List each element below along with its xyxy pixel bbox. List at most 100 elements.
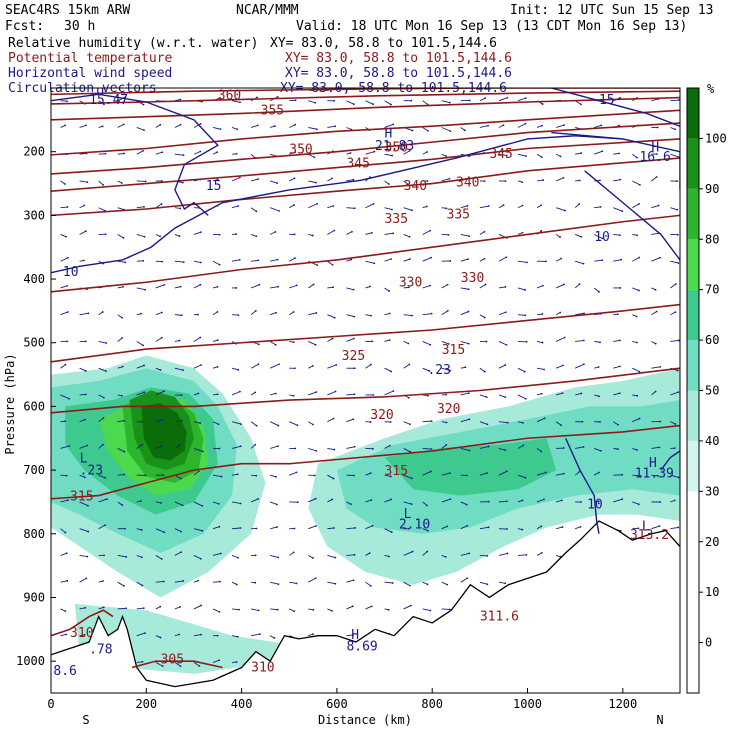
circulation-vector	[498, 500, 508, 503]
circulation-vector	[441, 127, 452, 133]
circulation-vector	[136, 421, 143, 423]
circulation-vector	[517, 260, 528, 264]
circulation-vector	[79, 312, 90, 316]
circulation-vector	[60, 552, 68, 556]
circulation-vector	[270, 285, 280, 289]
circulation-vector	[384, 100, 392, 106]
circulation-vector	[155, 234, 162, 238]
theta-contour-330	[51, 214, 680, 293]
circulation-vector	[174, 528, 183, 533]
circulation-vector	[270, 555, 280, 559]
circulation-vector	[517, 204, 524, 209]
circulation-vector	[289, 394, 295, 397]
circulation-vector	[155, 311, 163, 316]
y-tick-label: 500	[23, 336, 45, 350]
wind-contour-15	[51, 93, 219, 216]
wind-label: 8.69	[346, 639, 377, 654]
circulation-vector	[289, 99, 297, 102]
circulation-vector	[346, 605, 354, 610]
circulation-vector	[479, 526, 490, 530]
circulation-vector	[308, 341, 317, 346]
circulation-vector	[441, 498, 452, 503]
circulation-vector	[308, 497, 317, 503]
colorbar-swatch	[687, 289, 699, 341]
circulation-vector	[594, 471, 600, 476]
circulation-vector	[613, 287, 622, 289]
model-title: SEAC4RS 15km ARW	[5, 3, 130, 18]
circulation-vector	[251, 608, 260, 612]
circulation-vector	[403, 314, 413, 317]
circulation-vector	[365, 581, 372, 587]
theta-contour-360	[51, 90, 680, 105]
circulation-vector	[136, 528, 143, 531]
colorbar-swatch	[687, 88, 699, 139]
theta-contour-345	[51, 122, 680, 175]
circulation-vector	[670, 311, 677, 316]
circulation-vector	[594, 150, 604, 155]
theta-contour-305	[131, 660, 223, 669]
circulation-vector	[117, 607, 128, 610]
circulation-vector	[346, 445, 356, 449]
circulation-vector	[327, 448, 336, 451]
circulation-vector	[632, 527, 640, 530]
circulation-vector	[346, 501, 352, 506]
circulation-vector	[384, 123, 395, 128]
circulation-vector	[250, 207, 258, 213]
circulation-vector	[250, 283, 261, 289]
wind-speed-contours-layer	[51, 88, 680, 534]
circulation-vector	[441, 153, 448, 158]
theta-contours-layer	[51, 88, 680, 669]
circulation-vector	[498, 341, 508, 346]
circulation-vector	[232, 473, 239, 476]
circulation-vector	[613, 473, 623, 476]
circulation-vector	[422, 550, 429, 556]
circulation-vector	[670, 233, 679, 236]
y-tick-label: 1000	[16, 654, 45, 668]
circulation-vector	[536, 417, 546, 423]
circulation-vector	[422, 394, 429, 397]
circulation-vector	[346, 527, 356, 530]
circulation-vector	[327, 286, 335, 289]
circulation-vector	[517, 314, 527, 317]
circulation-vector	[441, 421, 448, 424]
theta-label: 310	[251, 660, 274, 675]
circulation-vector	[193, 336, 202, 342]
forecast-hours: 30 h	[64, 19, 95, 34]
circulation-vector	[460, 392, 470, 396]
circulation-vector	[174, 123, 182, 128]
x-tick-label: 1200	[608, 697, 637, 711]
circulation-vector	[231, 367, 240, 371]
circulation-vector	[403, 234, 411, 238]
circulation-vector	[251, 259, 260, 262]
theta-label: 355	[261, 104, 284, 119]
circulation-vector	[346, 634, 354, 637]
circulation-vector	[594, 366, 600, 369]
circulation-vector	[79, 259, 85, 262]
circulation-vector	[79, 528, 90, 533]
circulation-vector	[403, 550, 414, 556]
circulation-vector	[136, 341, 145, 347]
circulation-vector	[117, 448, 126, 453]
theta-label: 311.6	[480, 609, 519, 624]
circulation-vector	[136, 607, 145, 610]
circulation-vector	[250, 421, 258, 427]
circulation-vector	[193, 231, 202, 235]
high-marker: H	[385, 127, 393, 142]
circulation-vector	[308, 100, 317, 104]
circulation-vector	[670, 127, 676, 131]
circulation-vector	[231, 100, 241, 104]
circulation-vector	[174, 367, 184, 372]
circulation-vector	[289, 367, 296, 370]
colorbar-tick-label: 70	[705, 283, 719, 297]
circulation-vector	[251, 633, 261, 637]
theta-label: 305	[161, 653, 184, 668]
circulation-vector	[155, 260, 164, 263]
wind-contour-15	[551, 88, 680, 127]
circulation-vector	[174, 153, 185, 157]
circulation-vector	[422, 127, 429, 132]
circulation-vector	[670, 421, 677, 425]
circulation-vector	[136, 205, 145, 209]
circulation-vector	[308, 127, 318, 131]
circulation-vector	[613, 448, 619, 451]
circulation-vector	[555, 526, 564, 530]
